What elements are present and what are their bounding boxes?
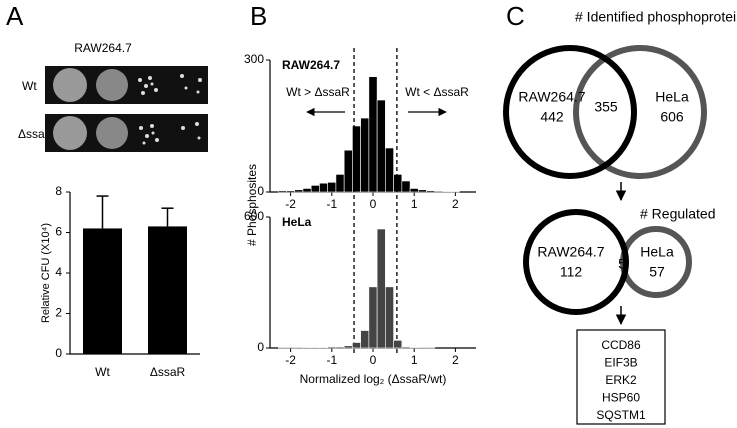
histogram-bar [376, 228, 386, 349]
x-tick-label: -1 [326, 197, 337, 211]
histogram-bar [434, 190, 444, 193]
x-tick-label: 2 [452, 197, 459, 211]
y-tick-label: 2 [55, 306, 62, 320]
y-tick-label: 0 [257, 184, 264, 198]
panel-label: C [506, 1, 525, 31]
venn-count: 112 [560, 264, 583, 280]
histogram-bar [335, 346, 345, 349]
x-tick-label: -2 [285, 197, 296, 211]
plate-image [45, 66, 208, 152]
venn-count: 57 [649, 264, 665, 280]
venn-circle [503, 45, 637, 179]
venn-count: 606 [660, 109, 684, 125]
histogram-bar [286, 190, 296, 193]
x-tick-label: ΔssaR [150, 365, 186, 379]
protein-name: ERK2 [605, 373, 637, 387]
histogram-bar [393, 340, 403, 349]
plate-row-label: Wt [22, 79, 37, 93]
venn-label: RAW264.7 [518, 89, 585, 105]
histogram-bar [343, 149, 353, 193]
protein-box [576, 329, 666, 425]
bar [148, 226, 187, 354]
y-tick-label: 6 [55, 225, 62, 239]
histogram-bar [401, 180, 411, 193]
histogram-bar [360, 330, 370, 349]
venn-circle [523, 209, 629, 315]
x-tick-label: 1 [411, 197, 418, 211]
x-tick-label: 0 [370, 353, 377, 367]
venn-label: HeLa [655, 89, 689, 105]
x-tick-label: -1 [326, 353, 337, 367]
histogram-bar [376, 99, 386, 193]
y-tick-label: 0 [55, 346, 62, 360]
histogram-bar [368, 76, 378, 193]
protein-name: CCD86 [601, 338, 641, 352]
y-tick-label: 0 [257, 340, 264, 354]
plate-title: RAW264.7 [74, 41, 132, 55]
histogram-bar [352, 342, 361, 349]
histogram-bar [343, 345, 353, 349]
histogram-title: RAW264.7 [282, 58, 340, 72]
y-tick-label: 8 [55, 184, 62, 198]
x-tick-label: Wt [95, 365, 110, 379]
protein-name: HSP60 [602, 391, 640, 405]
x-tick-label: 0 [370, 197, 377, 211]
x-tick-label: -2 [285, 353, 296, 367]
venn-overlap: 355 [594, 99, 618, 115]
histogram-bar [426, 190, 436, 193]
histogram-bar [409, 188, 419, 193]
venn-count: 442 [540, 109, 564, 125]
venn-title: # Identified phosphoproteins [575, 9, 737, 25]
histogram-bar [401, 346, 411, 349]
histogram-bar [327, 346, 337, 349]
y-axis-label: # Phosphosites [245, 164, 259, 246]
histogram-bar [393, 174, 403, 193]
venn-circle [573, 45, 707, 179]
y-tick-label: 4 [55, 265, 62, 279]
annotation: Wt < ΔssaR [405, 85, 469, 99]
histogram-bar [277, 190, 287, 193]
histogram-bar [294, 189, 304, 193]
y-axis-label: Relative CFU (X10⁴) [40, 223, 52, 323]
x-axis-label: Normalized log₂ (ΔssaR/wt) [300, 372, 447, 386]
histogram-bar [368, 286, 378, 349]
y-tick-label: 300 [244, 52, 264, 66]
protein-name: EIF3B [604, 356, 637, 370]
annotation: Wt > ΔssaR [286, 85, 350, 99]
histogram-bar [385, 147, 394, 193]
x-tick-label: 2 [452, 353, 459, 367]
histogram-bar [335, 174, 345, 193]
histogram-bar [418, 189, 427, 193]
venn-circle [620, 226, 692, 298]
protein-name: SQSTM1 [596, 408, 646, 422]
histogram-title: HeLa [282, 215, 312, 229]
venn-label: HeLa [640, 244, 674, 260]
bar [83, 228, 122, 354]
plate-row-label: ΔssaR [18, 127, 54, 141]
histogram-bar [310, 185, 320, 193]
venn-overlap: 5 [618, 256, 626, 272]
histogram-bar [302, 188, 312, 193]
panel-label: B [250, 1, 267, 31]
venn-title: # Regulated [640, 206, 716, 222]
histogram-bar [319, 347, 328, 349]
histogram-bar [385, 286, 394, 349]
x-tick-label: 1 [411, 353, 418, 367]
venn-label: RAW264.7 [537, 244, 604, 260]
panel-label: A [6, 1, 24, 31]
histogram-bar [360, 117, 370, 193]
histogram-bar [327, 182, 337, 193]
histogram-bar [319, 182, 328, 193]
y-tick-label: 600 [244, 209, 264, 223]
